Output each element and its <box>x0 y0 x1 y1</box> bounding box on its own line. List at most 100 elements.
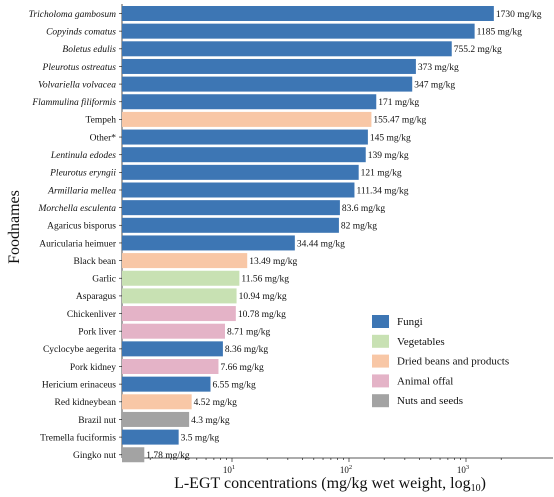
category-label: Tricholoma gambosum <box>29 10 116 20</box>
data-label: 171 mg/kg <box>378 98 419 108</box>
legend-label: Animal offal <box>397 375 453 387</box>
bar-group: Pleurotus ostreatus 373 mg/kg <box>42 58 459 74</box>
bar <box>122 235 295 251</box>
data-label: 111.34 mg/kg <box>356 186 408 196</box>
bar <box>122 147 366 163</box>
data-label: 155.47 mg/kg <box>373 116 426 126</box>
category-label: Brazil nut <box>78 416 116 426</box>
bar-group: Lentinula edodes 139 mg/kg <box>50 147 409 163</box>
legend-swatch <box>372 315 389 328</box>
bar <box>122 76 413 92</box>
bar-group: Armillaria mellea 111.34 mg/kg <box>47 182 409 198</box>
legend-item: Fungi <box>372 315 423 328</box>
data-label: 11.56 mg/kg <box>241 275 289 285</box>
bar-group: Pork kidney 7.66 mg/kg <box>70 359 264 374</box>
data-label: 10.94 mg/kg <box>239 292 287 302</box>
legend-label: Fungi <box>397 316 423 328</box>
data-label: 34.44 mg/kg <box>297 239 345 249</box>
x-tick-label: 102 <box>340 464 352 475</box>
y-axis-title: Foodnames <box>6 190 23 264</box>
data-label: 8.71 mg/kg <box>227 328 271 338</box>
data-label: 1730 mg/kg <box>496 10 542 20</box>
data-label: 347 mg/kg <box>414 80 455 90</box>
bar <box>122 376 211 392</box>
x-axis-title-main: L-EGT concentrations (mg/kg wet weight, … <box>174 475 471 492</box>
bar <box>122 429 179 445</box>
x-axis-title-subscript: 10 <box>471 483 481 494</box>
category-label: Hericium erinaceus <box>42 380 116 390</box>
legend-item: Vegetables <box>372 334 445 348</box>
category-label: Pleurotus ostreatus <box>42 63 117 73</box>
category-label: Flammulina filiformis <box>31 97 116 108</box>
data-label: 4.52 mg/kg <box>194 398 238 408</box>
bar-group: Pork liver 8.71 mg/kg <box>78 323 271 339</box>
category-label: Black bean <box>74 257 117 267</box>
bar-group: Agaricus bisporus 82 mg/kg <box>47 217 377 233</box>
bar-group: Brazil nut 4.3 mg/kg <box>78 411 230 427</box>
x-axis-title-close: ) <box>481 475 486 492</box>
bar-group: Chickenliver 10.78 mg/kg <box>67 306 286 322</box>
bar-group: Other* 145 mg/kg <box>90 129 411 145</box>
bar <box>122 164 359 180</box>
legend-label: Dried beans and products <box>397 356 509 368</box>
bar-group: Pleurotus eryngii 121 mg/kg <box>49 164 402 180</box>
category-label: Armillaria mellea <box>47 186 116 196</box>
bar <box>122 200 340 216</box>
legend-item: Nuts and seeds <box>372 394 463 408</box>
data-label: 7.66 mg/kg <box>220 363 264 373</box>
bar <box>122 288 237 304</box>
legend-item: Animal offal <box>372 374 453 388</box>
bar-group: Flammulina filiformis 171 mg/kg <box>31 94 419 110</box>
x-tick-label: 101 <box>223 464 235 475</box>
x-tick-label: 103 <box>457 464 469 475</box>
data-label: 8.36 mg/kg <box>225 345 269 355</box>
category-label: Cyclocybe aegerita <box>43 345 117 355</box>
x-axis-title: L-EGT concentrations (mg/kg wet weight, … <box>174 475 486 494</box>
bar <box>122 182 355 198</box>
category-label: Agaricus bisporus <box>47 222 116 232</box>
data-label: 3.5 mg/kg <box>181 433 220 443</box>
bar <box>122 323 225 339</box>
category-label: Volvariella volvacea <box>38 80 116 90</box>
bar <box>122 6 494 21</box>
data-label: 10.78 mg/kg <box>238 310 286 320</box>
category-label: Pork kidney <box>70 363 116 373</box>
bar <box>122 129 368 145</box>
legend-label: Nuts and seeds <box>397 395 463 407</box>
bar-group: Garlic 11.56 mg/kg <box>92 270 289 286</box>
data-label: 373 mg/kg <box>418 63 459 73</box>
data-label: 13.49 mg/kg <box>249 257 297 267</box>
bar <box>122 41 452 57</box>
category-label: Lentinula edodes <box>50 151 116 161</box>
bar-group: Morchella esculenta 83.6 mg/kg <box>38 200 385 216</box>
bar <box>122 359 219 374</box>
bar <box>122 253 248 269</box>
data-label: 1185 mg/kg <box>477 27 523 37</box>
bar <box>122 394 192 410</box>
bar <box>122 94 377 110</box>
category-label: Other* <box>90 133 117 143</box>
category-label: Morchella esculenta <box>38 204 117 214</box>
data-label: 139 mg/kg <box>368 151 409 161</box>
bar-group: Copyinds comatus 1185 mg/kg <box>46 23 523 39</box>
category-label: Tempeh <box>86 116 117 126</box>
bar <box>122 411 190 427</box>
plot-area: 101 102 103 Tricholoma gambosum 1730 mg/kg Co… <box>29 4 553 475</box>
bar <box>122 23 475 39</box>
data-label: 82 mg/kg <box>341 222 377 232</box>
bar <box>122 341 223 357</box>
legend-swatch <box>372 334 389 348</box>
bar-group: Volvariella volvacea 347 mg/kg <box>38 76 455 92</box>
legend-swatch <box>372 374 389 388</box>
data-label: 145 mg/kg <box>370 133 411 143</box>
category-label: Boletus edulis <box>62 45 116 55</box>
category-label: Pleurotus eryngii <box>49 169 116 179</box>
bar <box>122 58 416 74</box>
bar-group: Cyclocybe aegerita 8.36 mg/kg <box>43 341 269 357</box>
category-label: Auricularia heimuer <box>39 239 117 249</box>
bar-group: Tempeh 155.47 mg/kg <box>86 111 426 127</box>
bar-group: Tricholoma gambosum 1730 mg/kg <box>29 6 542 21</box>
bar <box>122 447 145 463</box>
category-label: Asparagus <box>76 292 116 302</box>
